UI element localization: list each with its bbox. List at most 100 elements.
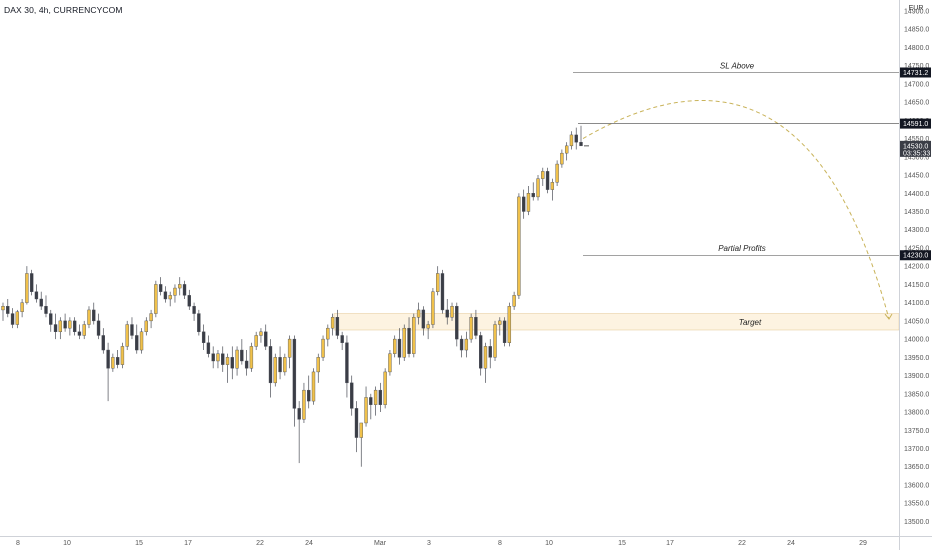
time-axis[interactable]: 8 10 15 17 22 24 Mar 3 8 10 15 17 22 24 29	[0, 536, 932, 548]
candle-body	[154, 284, 158, 314]
candle-body	[393, 338, 397, 354]
candle-body	[58, 320, 63, 333]
candle-body	[221, 353, 225, 365]
candles	[1, 125, 583, 467]
price-tick-label: 13950.0	[904, 355, 929, 362]
candle-body	[316, 357, 320, 373]
candle-body	[72, 320, 77, 333]
partial-profits-label: Partial Profits	[718, 244, 766, 253]
price-tick-label: 14350.0	[904, 209, 929, 216]
price-tick-label: 14900.0	[904, 8, 929, 15]
candle-body	[397, 338, 402, 358]
candle-body	[416, 309, 421, 318]
price-tick-label: 13850.0	[904, 391, 929, 398]
time-tick-label: 15	[135, 540, 143, 547]
level-tag	[900, 118, 931, 129]
candle-body	[130, 324, 134, 336]
candle-body	[421, 309, 426, 329]
candle-body	[373, 389, 378, 405]
time-tick-label: 8	[16, 540, 20, 547]
candle-body	[254, 335, 258, 347]
candle-body	[163, 291, 168, 300]
price-tick-label: 13750.0	[904, 428, 929, 435]
candle-body	[278, 357, 282, 373]
candle-body	[249, 346, 254, 369]
candle-body	[302, 389, 306, 420]
candle-body	[402, 327, 406, 358]
price-tick-label: 14300.0	[904, 227, 929, 234]
price-tick-label: 14450.0	[904, 173, 929, 180]
time-tick-label: 8	[498, 540, 502, 547]
price-tick-label: 14000.0	[904, 337, 929, 344]
projection-curve	[582, 100, 893, 320]
current-price-label: 14530.0	[903, 143, 928, 150]
price-tick-label: 14800.0	[904, 45, 929, 52]
annotations: Target SL Above Partial Profits	[718, 61, 766, 326]
candle-body	[292, 338, 297, 409]
candle-body	[426, 324, 430, 329]
candle-body	[115, 357, 120, 365]
sl-above-label: SL Above	[720, 61, 755, 70]
currency-label: EUR	[909, 5, 924, 12]
price-tick-label: 13600.0	[904, 482, 929, 489]
candle-body	[359, 422, 363, 438]
price-tick-label: 13700.0	[904, 446, 929, 453]
candle-body	[149, 313, 153, 322]
price-tick-label: 14850.0	[904, 27, 929, 34]
candle-body	[569, 134, 574, 147]
candle-body	[560, 152, 564, 165]
candle-body	[488, 346, 492, 358]
candle-body	[178, 284, 182, 289]
candle-body	[211, 353, 215, 362]
time-tick-label: 10	[63, 540, 71, 547]
level-tag	[900, 67, 931, 78]
candle-body	[20, 302, 24, 312]
price-tick-label: 14100.0	[904, 300, 929, 307]
candle-body	[493, 324, 497, 358]
candle-body	[106, 349, 110, 369]
price-tick-label: 14700.0	[904, 81, 929, 88]
candle-body	[268, 346, 273, 384]
candle-body	[307, 389, 311, 402]
candle-body	[502, 320, 507, 343]
candle-body	[512, 295, 516, 307]
candle-body	[240, 349, 244, 362]
price-tick-label: 14750.0	[904, 63, 929, 70]
candle-body	[507, 306, 512, 343]
time-tick-label: Mar	[374, 540, 387, 547]
chart-title: DAX 30, 4h, CURRENCYCOM	[4, 5, 123, 15]
candle-body	[445, 309, 449, 318]
candle-body	[340, 335, 344, 343]
price-tick-label: 14550.0	[904, 136, 929, 143]
candle-body	[63, 320, 67, 329]
candle-body	[192, 306, 196, 314]
price-tick-label: 14650.0	[904, 100, 929, 107]
candle-body	[369, 397, 373, 405]
candle-body	[259, 331, 263, 336]
price-tick-label: 14250.0	[904, 245, 929, 252]
candle-body	[474, 317, 478, 336]
candle-body	[135, 335, 139, 351]
level-tag-label: 14591.0	[903, 121, 928, 128]
candle-body	[139, 331, 144, 351]
price-tick-label: 14400.0	[904, 191, 929, 198]
candle-body	[120, 346, 125, 365]
candle-body	[158, 284, 163, 292]
price-tick-label: 13900.0	[904, 373, 929, 380]
candle-body	[564, 145, 569, 154]
candle-body	[479, 335, 483, 369]
candle-body	[49, 313, 53, 325]
candle-body	[531, 193, 535, 198]
candle-body	[264, 331, 268, 347]
candle-body	[34, 291, 39, 300]
candle-body	[330, 317, 335, 329]
candle-body	[440, 273, 445, 311]
projection-path	[582, 100, 890, 320]
price-tick-label: 13550.0	[904, 501, 929, 508]
price-axis[interactable]: EUR 13500.0 13550.0 13600.0 13650.0 13700.0 13…	[899, 0, 932, 550]
price-tick-label: 14500.0	[904, 154, 929, 161]
projection-arrowhead	[884, 313, 893, 320]
price-tick-label: 14200.0	[904, 264, 929, 271]
candle-body	[273, 357, 277, 384]
